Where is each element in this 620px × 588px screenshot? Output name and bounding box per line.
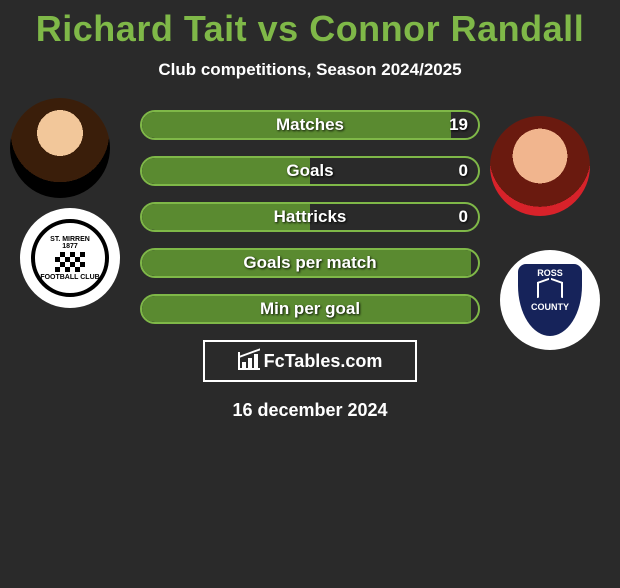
club-left-top-text: ST. MIRREN <box>50 236 90 243</box>
stat-bar-label: Goals <box>142 158 478 184</box>
comparison-area: ST. MIRREN 1877 FOOTBALL CLUB ROSS COUNT… <box>0 110 620 421</box>
stat-bar-label: Hattricks <box>142 204 478 230</box>
subtitle: Club competitions, Season 2024/2025 <box>0 60 620 80</box>
stat-bar: Hattricks0 <box>140 202 480 232</box>
page-title: Richard Tait vs Connor Randall <box>0 8 620 50</box>
stat-bar-label: Min per goal <box>142 296 478 322</box>
club-right-text-top: ROSS <box>537 268 563 278</box>
stat-bar-value: 0 <box>459 158 468 184</box>
brand-chart-icon <box>238 352 260 370</box>
stat-bar: Goals per match <box>140 248 480 278</box>
stat-bar-label: Goals per match <box>142 250 478 276</box>
club-left-pattern <box>55 252 85 272</box>
brand-text: FcTables.com <box>264 351 383 372</box>
player-right-avatar <box>490 116 590 216</box>
club-left-badge: ST. MIRREN 1877 FOOTBALL CLUB <box>20 208 120 308</box>
stat-bar-value: 19 <box>449 112 468 138</box>
brand-box: FcTables.com <box>203 340 417 382</box>
stat-bar: Min per goal <box>140 294 480 324</box>
stat-bar: Goals0 <box>140 156 480 186</box>
club-right-stag-icon <box>537 280 563 302</box>
player-left-avatar <box>10 98 110 198</box>
date-text: 16 december 2024 <box>0 400 620 421</box>
club-left-year: 1877 <box>62 243 78 250</box>
stat-bars: Matches19Goals0Hattricks0Goals per match… <box>140 110 480 324</box>
club-left-bottom-text: FOOTBALL CLUB <box>40 274 99 281</box>
club-right-badge: ROSS COUNTY <box>500 250 600 350</box>
stat-bar-label: Matches <box>142 112 478 138</box>
club-right-text-bottom: COUNTY <box>531 302 569 312</box>
stat-bar-value: 0 <box>459 204 468 230</box>
stat-bar: Matches19 <box>140 110 480 140</box>
